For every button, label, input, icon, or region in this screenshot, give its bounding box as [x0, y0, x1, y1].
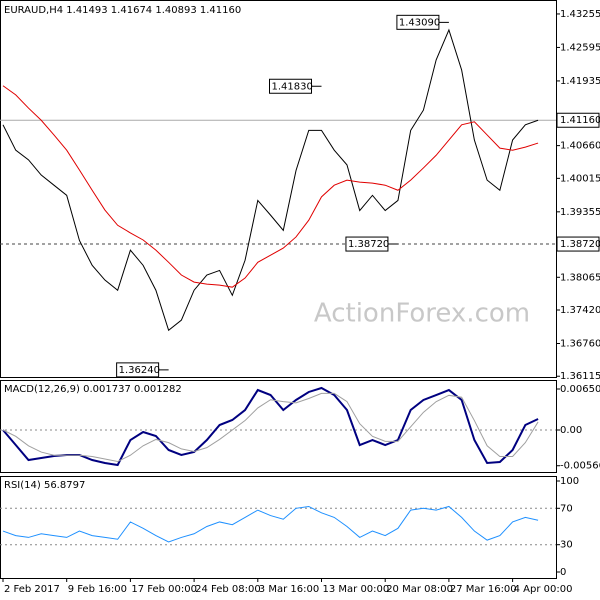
macd-label: MACD(12,26,9) 0.001737 0.001282 — [4, 384, 182, 395]
y-tick-label: 30 — [560, 540, 573, 551]
annotation-label: 1.38720 — [348, 239, 389, 250]
x-tick-label: 24 Feb 08:00 — [195, 584, 261, 595]
series-line — [2, 505, 539, 543]
x-tick-label: 17 Feb 00:00 — [131, 584, 197, 595]
series-line — [2, 392, 539, 463]
level-label-box — [556, 236, 600, 252]
y-tick-label: 1.41935 — [560, 76, 600, 87]
y-tick-label: 1.36115 — [560, 371, 600, 382]
rsi-label: RSI(14) 56.8797 — [4, 480, 85, 491]
y-tick-label: 1.39355 — [560, 207, 600, 218]
annotation-box — [345, 236, 389, 252]
watermark: ActionForex.com — [314, 299, 530, 329]
annotation-label: 1.36240 — [119, 365, 160, 376]
annotation-label: 1.41830 — [272, 81, 313, 92]
x-tick-label: 27 Mar 16:00 — [450, 584, 517, 595]
macd-panel — [0, 380, 557, 473]
level-label: 1.38720 — [560, 239, 600, 250]
current-price-box — [556, 112, 600, 128]
y-tick-label: 0 — [560, 567, 566, 578]
y-tick-label: 0.006501 — [560, 384, 600, 395]
x-tick-label: 4 Apr 00:00 — [514, 584, 573, 595]
y-tick-label: 1.43255 — [560, 9, 600, 20]
y-tick-label: 1.36760 — [560, 338, 600, 349]
current-price-label: 1.41160 — [560, 115, 600, 126]
annotation-box — [396, 14, 440, 30]
y-tick-label: 1.42595 — [560, 42, 600, 53]
x-tick-label: 20 Mar 08:00 — [386, 584, 453, 595]
y-tick-label: 100 — [560, 476, 579, 487]
x-tick-label: 2 Feb 2017 — [4, 584, 60, 595]
y-tick-label: -0.005666 — [560, 461, 600, 472]
x-tick-label: 9 Feb 16:00 — [68, 584, 127, 595]
chart-title: EURAUD,H4 1.41493 1.41674 1.40893 1.4116… — [4, 5, 241, 16]
price-panel — [0, 0, 557, 378]
series-line — [2, 85, 539, 288]
x-tick-label: 3 Mar 16:00 — [259, 584, 319, 595]
annotation-label: 1.43090 — [399, 17, 440, 28]
x-tick-label: 13 Mar 00:00 — [323, 584, 390, 595]
y-tick-label: 70 — [560, 503, 573, 514]
y-tick-label: 0.00 — [560, 425, 582, 436]
y-tick-label: 1.37420 — [560, 305, 600, 316]
y-tick-label: 1.38065 — [560, 272, 600, 283]
series-line — [2, 386, 539, 467]
annotation-box — [269, 78, 312, 94]
rsi-panel — [0, 476, 557, 579]
y-tick-label: 1.40015 — [560, 173, 600, 184]
annotation-box — [116, 362, 160, 378]
y-tick-label: 1.40660 — [560, 141, 600, 152]
series-line — [2, 28, 539, 332]
